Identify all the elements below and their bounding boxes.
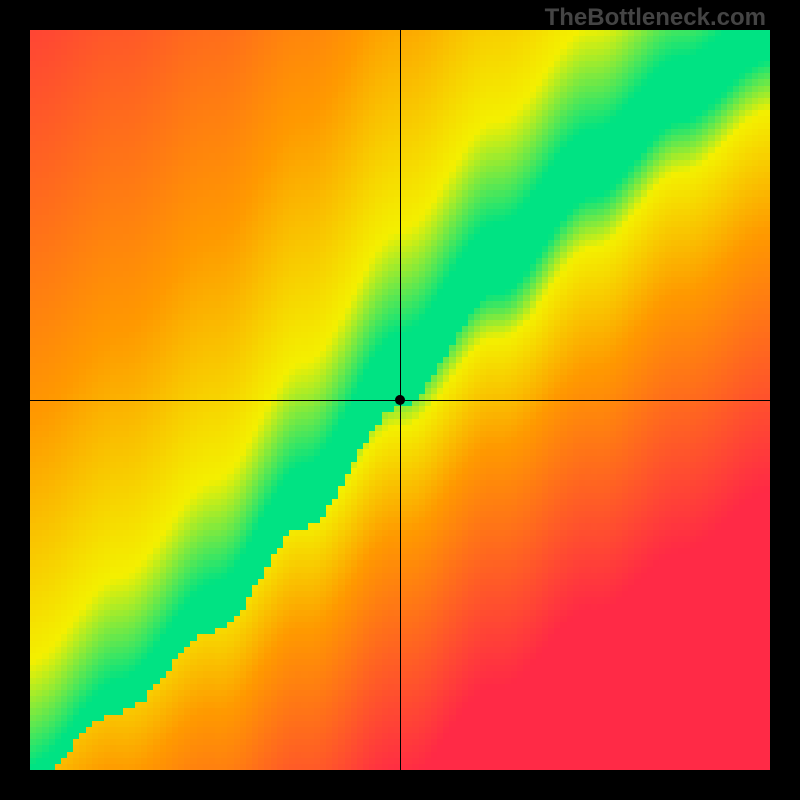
- watermark-text: TheBottleneck.com: [545, 4, 766, 32]
- bottleneck-heatmap: [30, 30, 770, 770]
- chart-container: TheBottleneck.com: [0, 0, 800, 800]
